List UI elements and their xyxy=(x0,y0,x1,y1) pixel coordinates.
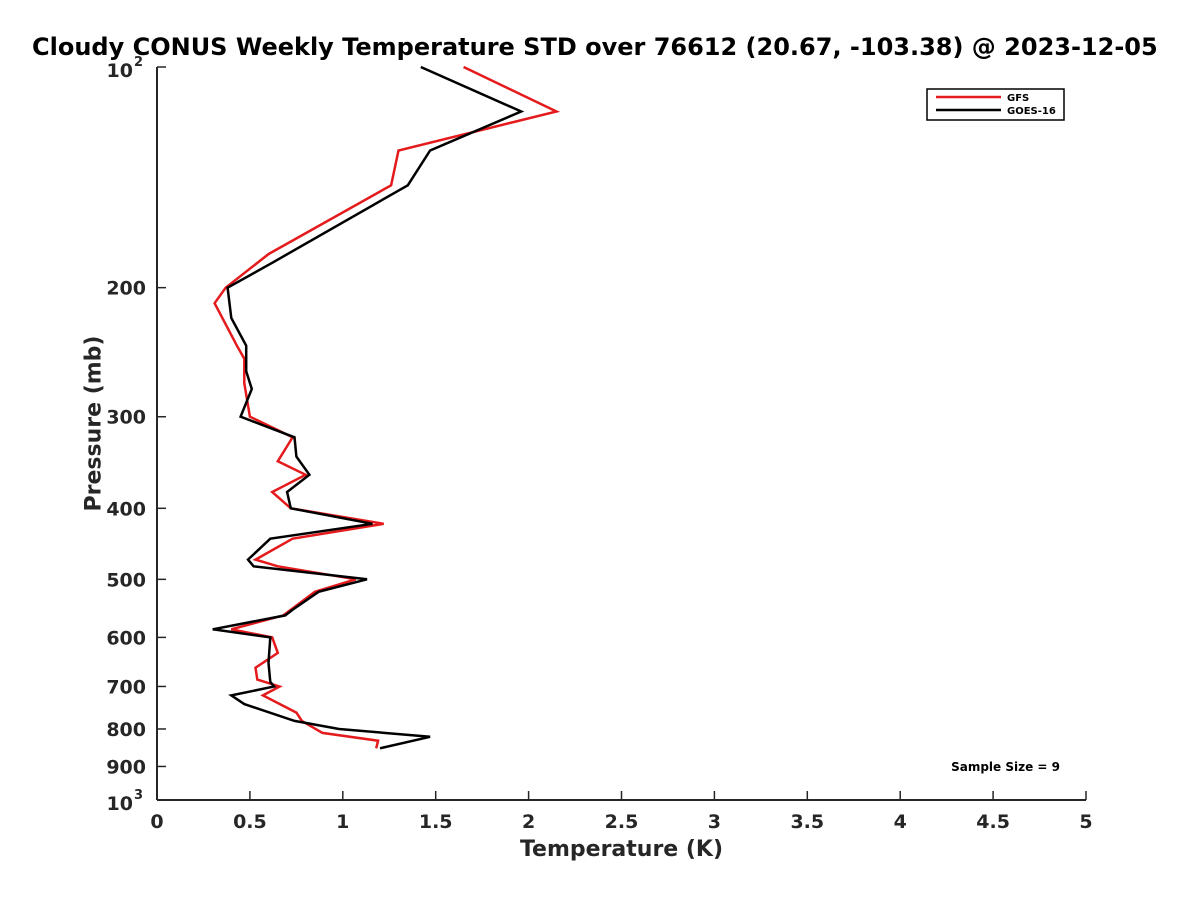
y-tick-label: 400 xyxy=(106,498,146,520)
sample-size-annotation: Sample Size = 9 xyxy=(951,760,1060,774)
legend-label: GFS xyxy=(1007,93,1029,104)
series-layer xyxy=(212,65,561,750)
y-tick-label: 300 xyxy=(106,407,146,429)
y-tick-exponent: 2 xyxy=(134,55,143,70)
y-tick-label: 200 xyxy=(106,278,146,300)
x-ticks: 0 0.5 1 1.5 2 2.5 3 3.5 4 4.5 5 xyxy=(150,791,1093,833)
x-tick-label: 0 xyxy=(150,811,163,833)
legend-box xyxy=(926,88,1065,121)
chart-title: Cloudy CONUS Weekly Temperature STD over… xyxy=(32,33,1158,61)
x-tick-label: 2 xyxy=(522,811,535,833)
series-line-gfs xyxy=(213,65,561,749)
y-tick-label: 500 xyxy=(106,569,146,591)
y-tick-label: 800 xyxy=(106,719,146,741)
legend-label: GOES-16 xyxy=(1007,106,1056,117)
y-tick-label: 700 xyxy=(106,676,146,698)
y-tick-label: 10 xyxy=(107,793,133,815)
x-tick-label: 1 xyxy=(336,811,349,833)
x-tick-label: 2.5 xyxy=(605,811,639,833)
y-tick-label: 10 xyxy=(107,60,133,82)
y-axis-label: Pressure (mb) xyxy=(82,336,107,512)
x-tick-label: 5 xyxy=(1079,811,1092,833)
x-tick-label: 4 xyxy=(894,811,907,833)
legend: GFS GOES-16 xyxy=(926,88,1065,121)
x-tick-label: 4.5 xyxy=(976,811,1010,833)
y-tick-label: 600 xyxy=(106,627,146,649)
y-tick-exponent: 3 xyxy=(134,788,143,803)
x-tick-label: 0.5 xyxy=(233,811,267,833)
y-tick-label: 900 xyxy=(106,756,146,778)
x-tick-label: 3.5 xyxy=(790,811,824,833)
x-axis-label: Temperature (K) xyxy=(520,837,723,862)
x-tick-label: 1.5 xyxy=(419,811,453,833)
series-line-goes-16 xyxy=(212,65,525,750)
x-tick-label: 3 xyxy=(708,811,721,833)
